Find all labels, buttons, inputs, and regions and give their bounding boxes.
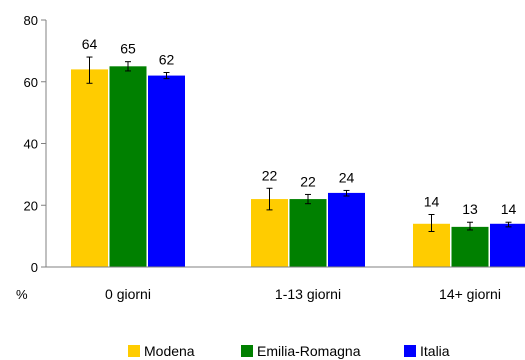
y-tick-label: 20	[24, 198, 38, 213]
data-label: 24	[339, 169, 355, 185]
data-label: 22	[262, 167, 278, 183]
data-label: 64	[82, 36, 98, 52]
data-label: 14	[424, 194, 440, 210]
y-tick-label: 60	[24, 75, 38, 90]
x-tick-label: 1-13 giorni	[275, 286, 341, 302]
data-label: 22	[300, 173, 316, 189]
legend-swatch	[128, 345, 140, 357]
bar	[289, 199, 327, 267]
bar	[328, 192, 365, 267]
legend-label: Modena	[144, 343, 195, 359]
x-tick-label: 0 giorni	[105, 286, 151, 302]
y-axis: 0 20 40 60 80	[24, 13, 47, 275]
bar	[451, 226, 489, 267]
bar	[148, 75, 185, 267]
bars-group: 64 65 62 22 22 24 14 13 14	[46, 36, 525, 268]
x-axis-labels: 0 giorni 1-13 giorni 14+ giorni	[105, 286, 501, 302]
y-tick-label: 40	[24, 137, 38, 152]
bar	[490, 223, 525, 267]
legend-swatch	[241, 345, 253, 357]
legend-label: Emilia-Romagna	[257, 343, 361, 359]
bar	[251, 199, 288, 267]
y-unit-label: %	[16, 287, 28, 302]
bar	[109, 66, 147, 267]
y-tick-label: 80	[24, 13, 38, 28]
legend: Modena Emilia-Romagna Italia	[128, 343, 450, 359]
legend-swatch	[404, 345, 416, 357]
data-label: 62	[159, 51, 175, 67]
data-label: 13	[462, 201, 478, 217]
x-tick-label: 14+ giorni	[439, 286, 501, 302]
data-label: 14	[501, 201, 517, 217]
bar	[71, 69, 108, 268]
legend-label: Italia	[420, 343, 450, 359]
y-tick-label: 0	[31, 260, 38, 275]
data-label: 65	[120, 41, 136, 57]
